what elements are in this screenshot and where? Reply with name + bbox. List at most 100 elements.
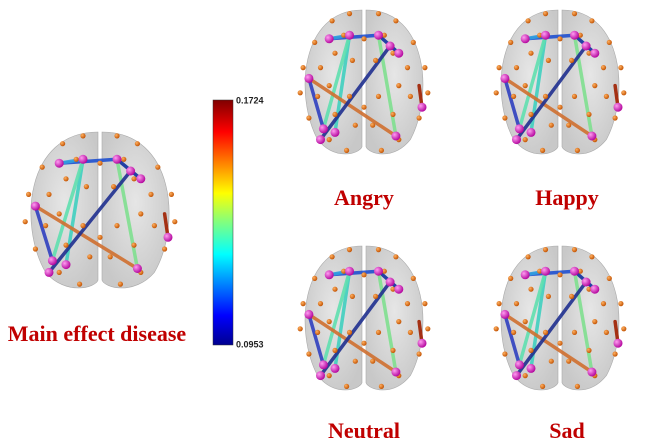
node: [612, 351, 618, 357]
node: [502, 351, 508, 357]
node: [378, 383, 384, 389]
node: [341, 32, 347, 38]
node: [378, 147, 384, 153]
node: [326, 373, 332, 379]
node: [32, 246, 39, 252]
hub-node: [385, 277, 395, 287]
node: [528, 286, 534, 292]
node: [545, 293, 552, 299]
node: [361, 104, 367, 110]
colorbar: [212, 99, 234, 346]
node: [114, 223, 120, 229]
node: [329, 254, 335, 260]
connection: [115, 157, 140, 271]
node: [410, 275, 416, 281]
node: [390, 347, 396, 353]
hub-node: [324, 270, 334, 280]
node: [493, 90, 499, 96]
node: [306, 115, 312, 121]
node: [502, 115, 508, 121]
node: [404, 65, 411, 71]
hub-node: [417, 102, 427, 112]
connection: [307, 312, 326, 367]
hub-node: [512, 135, 521, 145]
node: [390, 50, 396, 56]
node: [151, 223, 157, 229]
hub-node: [590, 48, 600, 58]
main-label: Main effect disease: [8, 321, 187, 346]
node: [121, 156, 127, 162]
hub-node: [385, 41, 395, 51]
node: [297, 326, 303, 332]
node: [111, 184, 117, 190]
hub-node: [304, 73, 314, 83]
hub-node: [500, 309, 510, 319]
hub-node: [500, 73, 510, 83]
connection: [514, 44, 588, 142]
node: [586, 50, 592, 56]
node: [162, 246, 168, 252]
node: [600, 65, 607, 71]
node: [569, 293, 575, 299]
node: [346, 93, 353, 99]
node: [612, 115, 618, 121]
hub-node: [512, 371, 521, 381]
connection: [376, 269, 398, 374]
node: [574, 383, 581, 389]
node: [548, 358, 554, 364]
node: [332, 111, 338, 117]
connection: [517, 33, 548, 131]
node: [361, 272, 367, 278]
node: [528, 347, 534, 353]
node: [63, 176, 69, 182]
node: [603, 93, 610, 99]
node: [315, 93, 321, 99]
panel-label: Neutral: [328, 418, 400, 443]
hub-node: [613, 102, 623, 112]
connection: [33, 204, 55, 263]
connection: [307, 312, 398, 374]
node: [574, 147, 581, 153]
hub-node: [394, 284, 404, 294]
node: [375, 329, 382, 335]
node: [592, 83, 598, 89]
node: [540, 147, 546, 153]
node: [510, 93, 517, 99]
node: [352, 358, 358, 364]
node: [346, 247, 353, 253]
node: [586, 286, 592, 292]
node: [586, 347, 592, 353]
node: [422, 301, 428, 307]
hub-node: [374, 266, 383, 276]
node: [60, 141, 66, 147]
node: [416, 115, 422, 121]
node: [390, 111, 396, 117]
node: [537, 32, 543, 38]
node: [393, 18, 399, 24]
node: [621, 326, 627, 332]
colorbar-min: 0.0953: [236, 339, 264, 349]
hub-node: [417, 338, 427, 348]
node: [155, 164, 161, 170]
node: [114, 133, 120, 139]
node: [542, 11, 549, 17]
connection: [503, 312, 522, 367]
connection: [503, 76, 522, 131]
node: [317, 65, 324, 71]
hub-node: [318, 124, 328, 134]
hub-node: [520, 270, 530, 280]
node: [361, 340, 367, 346]
node: [396, 319, 402, 325]
node: [571, 93, 578, 99]
node: [77, 281, 83, 287]
node: [312, 39, 318, 46]
hub-node: [526, 363, 536, 373]
node: [545, 57, 552, 64]
node: [589, 18, 595, 24]
hub-node: [587, 367, 597, 377]
node: [22, 219, 28, 225]
node: [168, 191, 174, 197]
hub-node: [590, 284, 600, 294]
hub-node: [61, 260, 71, 270]
